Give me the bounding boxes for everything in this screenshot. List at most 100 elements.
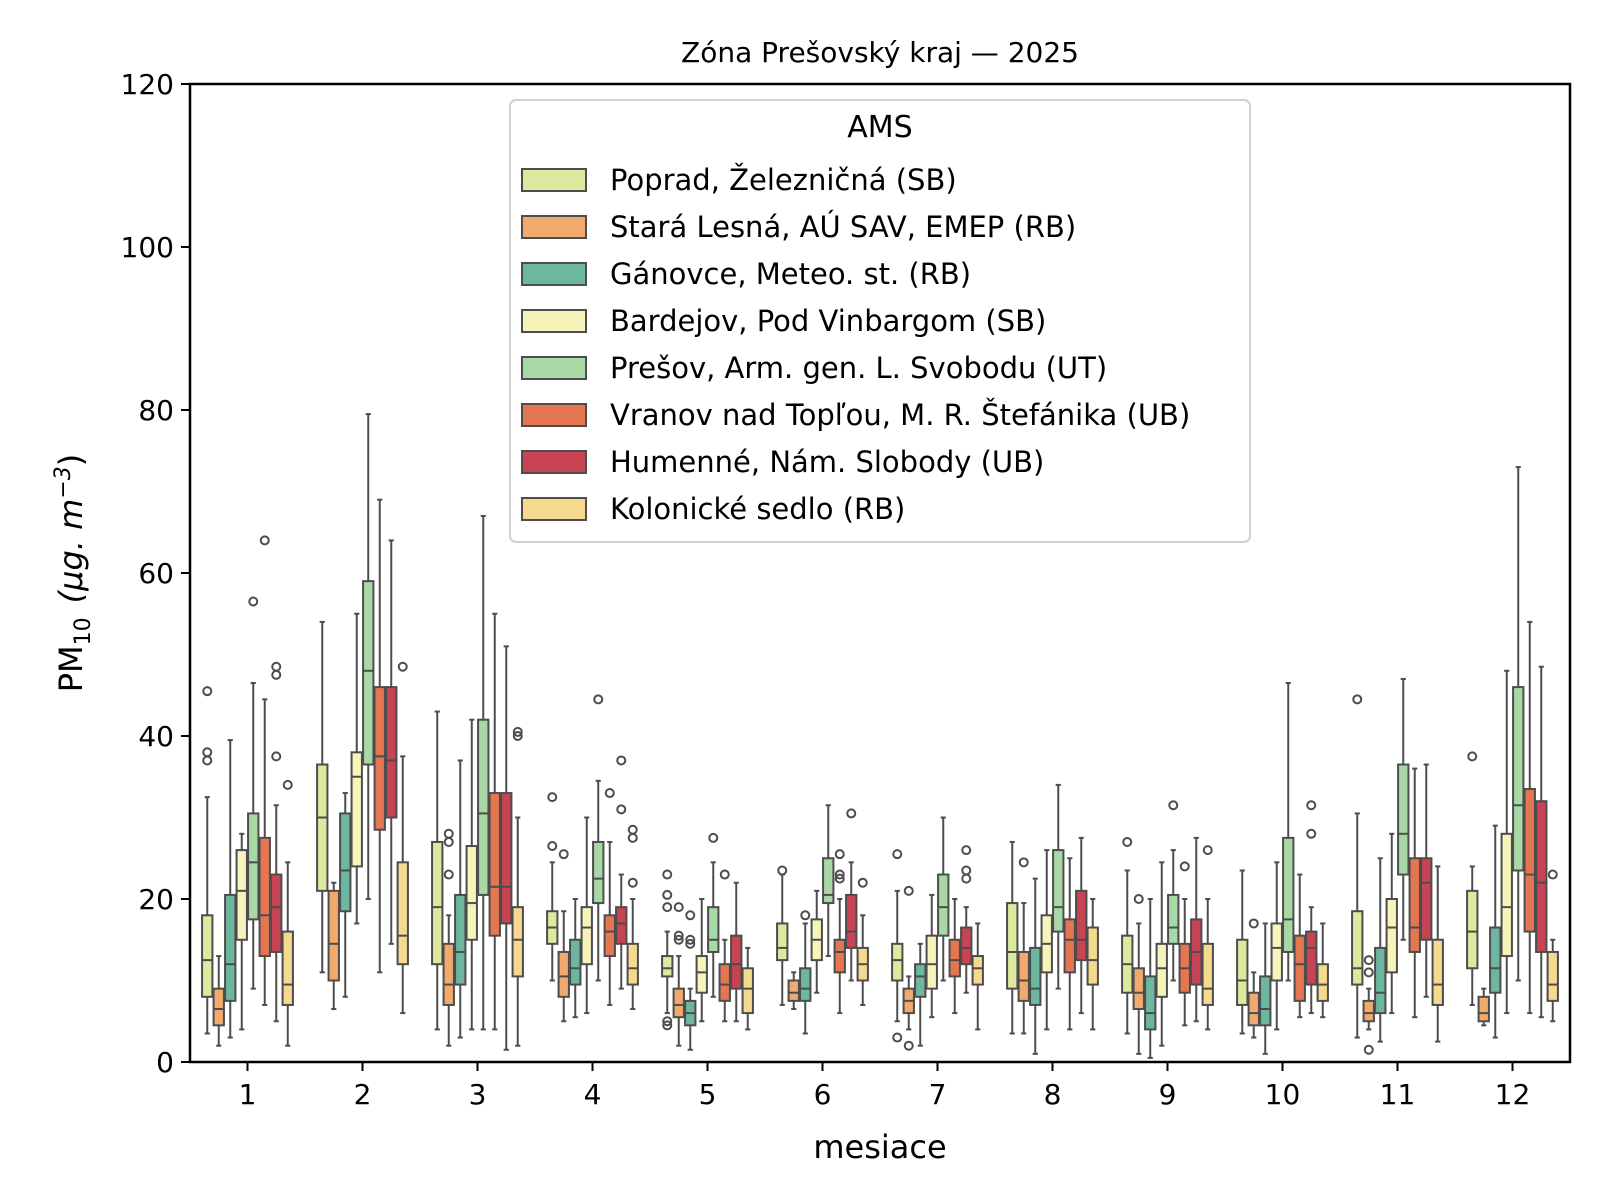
box-iqr — [1201, 942, 1214, 1006]
y-label-subscript: 10 — [71, 617, 96, 645]
box-iqr — [1523, 787, 1536, 933]
box-iqr — [454, 893, 467, 986]
y-tick-label: 120 — [121, 68, 174, 101]
box-outlier — [547, 841, 558, 852]
box-iqr — [1155, 942, 1168, 998]
box-iqr — [569, 938, 582, 986]
box-iqr — [718, 963, 731, 1002]
box-outlier — [685, 934, 696, 945]
box-iqr — [385, 686, 398, 819]
legend-label: Kolonické sedlo (RB) — [610, 492, 905, 526]
box-outlier — [282, 779, 293, 790]
box-iqr — [1259, 975, 1272, 1027]
box-iqr — [1236, 938, 1249, 1006]
y-label-base: PM — [52, 645, 90, 692]
box-iqr — [1029, 946, 1042, 1006]
box-iqr — [270, 873, 283, 953]
box-outlier — [800, 910, 811, 921]
x-tick-label: 1 — [239, 1078, 257, 1111]
box-iqr — [1431, 938, 1444, 1006]
box-iqr — [1316, 963, 1329, 1002]
box-iqr — [833, 938, 846, 974]
box-outlier — [1363, 967, 1374, 978]
box-iqr — [1167, 893, 1180, 945]
box-iqr — [1466, 889, 1479, 970]
box-outlier — [558, 849, 569, 860]
legend-label: Gánovce, Meteo. st. (RB) — [610, 257, 971, 291]
box-outlier — [673, 902, 684, 913]
series-group — [224, 739, 1502, 1059]
legend-label: Humenné, Nám. Slobody (UB) — [610, 445, 1044, 479]
legend-label: Poprad, Železničná (SB) — [610, 163, 957, 197]
box-iqr — [891, 942, 904, 982]
box-iqr — [1500, 832, 1513, 958]
box-outlier — [627, 877, 638, 888]
box-iqr — [281, 930, 294, 1006]
x-tick-label: 3 — [469, 1078, 487, 1111]
legend: AMS Poprad, Železničná (SB) Stará Lesná, … — [509, 99, 1251, 543]
y-tick-label: 0 — [156, 1046, 174, 1079]
box-iqr — [925, 934, 938, 990]
x-axis: 1 2 3 4 5 6 7 8 9 10 11 12 — [239, 1062, 1530, 1111]
box-outlier — [443, 869, 454, 880]
legend-label: Prešov, Arm. gen. L. Svobodu (UT) — [610, 351, 1107, 385]
y-label-close: ) — [52, 454, 90, 466]
box-outlier — [846, 808, 857, 819]
box-iqr — [615, 906, 628, 945]
box-outlier — [202, 686, 213, 697]
box-iqr — [707, 906, 720, 953]
box-iqr — [822, 857, 835, 905]
box-outlier — [1306, 828, 1317, 839]
legend-swatch — [521, 450, 587, 474]
legend-label: Vranov nad Topľou, M. R. Štefánika (UB) — [610, 398, 1190, 432]
box-outlier — [834, 849, 845, 860]
box-iqr — [1017, 950, 1030, 1002]
y-label-units: (μg. m — [52, 499, 90, 604]
box-iqr — [626, 942, 639, 986]
box-iqr — [1282, 836, 1295, 953]
box-iqr — [1305, 930, 1318, 986]
box-iqr — [327, 889, 340, 982]
box-outlier — [719, 869, 730, 880]
box-iqr — [1144, 975, 1157, 1031]
box-outlier — [685, 938, 696, 949]
box-outlier — [627, 824, 638, 835]
box-outlier — [397, 661, 408, 672]
box-iqr — [477, 718, 490, 896]
y-tick-label: 40 — [138, 720, 174, 753]
legend-swatch — [521, 168, 587, 192]
x-tick-label: 7 — [929, 1078, 947, 1111]
box-outlier — [777, 865, 788, 876]
box-outlier — [892, 1032, 903, 1043]
box-outlier — [202, 747, 213, 758]
legend-swatch — [521, 356, 587, 380]
legend-entries: Poprad, Železničná (SB) Stará Lesná, AÚ S… — [521, 163, 1190, 526]
legend-swatch — [521, 215, 587, 239]
box-iqr — [431, 840, 444, 966]
box-outlier — [857, 877, 868, 888]
y-tick-label: 100 — [121, 231, 174, 264]
y-tick-label: 80 — [138, 394, 174, 427]
box-outlier — [512, 726, 523, 737]
y-tick-label: 60 — [138, 557, 174, 590]
box-outlier — [616, 804, 627, 815]
box-iqr — [465, 845, 478, 941]
box-iqr — [730, 934, 743, 990]
box-outlier — [662, 1016, 673, 1027]
box-outlier — [1202, 845, 1213, 856]
box-iqr — [350, 751, 363, 868]
box-iqr — [661, 955, 674, 978]
series-group — [235, 612, 1513, 1047]
series-group — [258, 498, 1536, 1031]
box-iqr — [1546, 950, 1559, 1002]
plot-frame — [188, 82, 1572, 1064]
box-iqr — [592, 840, 605, 905]
box-outlier — [1306, 800, 1317, 811]
box-iqr — [741, 967, 754, 1015]
box-outlier — [271, 661, 282, 672]
box-iqr — [201, 914, 214, 998]
box-outlier — [616, 755, 627, 766]
box-iqr — [212, 987, 225, 1027]
box-outlier — [961, 865, 972, 876]
box-iqr — [971, 955, 984, 986]
